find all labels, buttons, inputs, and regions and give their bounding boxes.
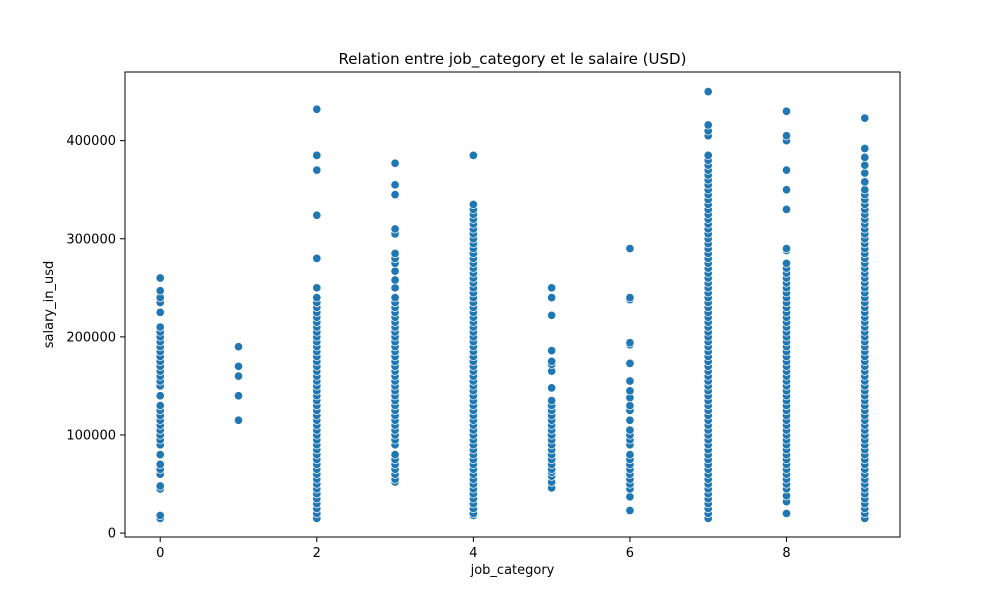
data-point (781, 204, 792, 214)
y-tick-label: 100000 (66, 428, 116, 443)
data-point (703, 150, 713, 160)
data-point (155, 286, 165, 296)
data-point (155, 450, 165, 460)
data-point (390, 190, 400, 200)
data-point (390, 180, 400, 190)
axes-frame (124, 71, 901, 538)
chart-title: Relation entre job_category et le salair… (339, 50, 687, 69)
data-point (625, 358, 635, 368)
data-point (312, 165, 322, 175)
data-point (625, 386, 635, 396)
data-point (547, 293, 557, 303)
data-point (155, 510, 165, 520)
data-point (625, 293, 635, 303)
data-point (155, 481, 165, 491)
data-point (625, 425, 635, 435)
data-point (703, 120, 713, 130)
data-point (390, 248, 400, 259)
data-point (860, 113, 870, 123)
data-point (625, 376, 635, 386)
x-axis-label: job_category (470, 563, 555, 578)
data-point (312, 210, 322, 220)
plot-area (125, 72, 900, 537)
data-point (547, 383, 557, 393)
data-point (781, 106, 792, 116)
data-point (390, 293, 400, 303)
data-point (547, 356, 557, 366)
data-point (233, 342, 244, 352)
data-point (625, 244, 635, 254)
y-tick-label: 300000 (66, 232, 116, 247)
x-axis-ticks: 0 2 4 6 8 (156, 537, 791, 561)
data-point (155, 307, 165, 317)
data-point (390, 266, 400, 276)
data-point (390, 450, 400, 460)
y-tick-label: 0 (108, 527, 116, 542)
data-point (312, 283, 322, 293)
data-point (547, 346, 557, 356)
data-point (860, 185, 870, 195)
data-point (547, 396, 557, 406)
data-point (233, 371, 244, 381)
data-point (233, 361, 244, 371)
data-point (625, 450, 635, 460)
data-point (155, 459, 165, 469)
data-point (625, 400, 635, 411)
data-point (781, 508, 792, 519)
data-point (468, 199, 478, 209)
x-tick-label: 2 (313, 546, 321, 561)
x-tick-label: 4 (469, 546, 477, 561)
y-tick-label: 200000 (66, 330, 116, 345)
data-point (390, 158, 400, 168)
data-point (155, 391, 165, 401)
data-point (312, 150, 322, 160)
data-point (468, 150, 478, 160)
data-point (860, 160, 870, 170)
data-point (781, 185, 792, 195)
y-tick-label: 400000 (66, 134, 116, 149)
y-axis-ticks: 0 100000 200000 300000 400000 (66, 134, 125, 542)
data-point (860, 152, 870, 162)
x-tick-label: 0 (156, 546, 164, 561)
x-tick-label: 8 (782, 546, 790, 561)
data-point (155, 273, 165, 283)
data-point (781, 131, 792, 141)
data-point (547, 310, 557, 320)
data-point (155, 400, 165, 411)
data-point (781, 244, 792, 254)
data-point (860, 177, 870, 187)
x-tick-label: 6 (626, 546, 634, 561)
data-point (860, 143, 870, 154)
data-point (312, 293, 322, 303)
data-point (547, 283, 557, 293)
data-point (390, 275, 400, 285)
data-point (155, 322, 165, 332)
y-axis-label: salary_in_usd (42, 261, 57, 348)
data-point (233, 415, 244, 425)
data-point (625, 415, 635, 425)
data-point (312, 104, 322, 114)
data-point (390, 283, 400, 293)
data-point (860, 168, 870, 178)
data-point (703, 87, 713, 97)
data-point (781, 165, 792, 175)
data-point (312, 253, 322, 263)
data-point (625, 338, 635, 348)
data-point (233, 391, 244, 401)
data-point (390, 224, 400, 234)
data-point (625, 505, 635, 516)
data-point (781, 258, 792, 268)
points-layer (155, 87, 870, 523)
data-point (625, 492, 635, 502)
